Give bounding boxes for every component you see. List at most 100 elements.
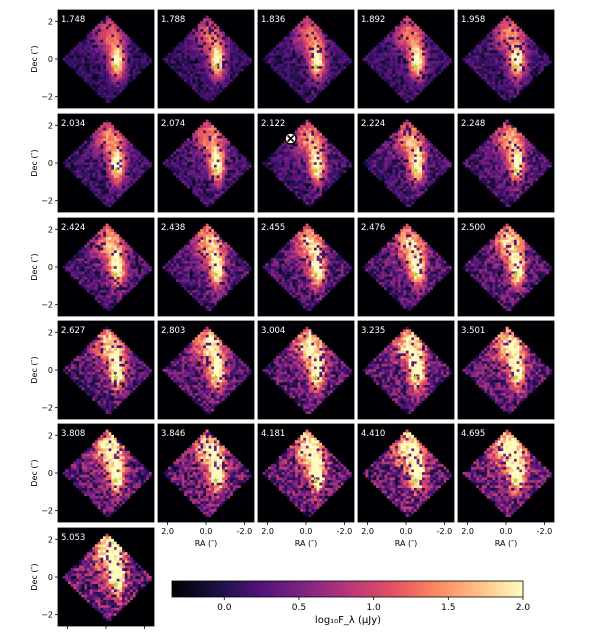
heat-cell (176, 175, 180, 178)
heat-cell (419, 31, 423, 35)
heat-cell (392, 146, 396, 149)
heat-cell (410, 81, 414, 85)
heat-cell (324, 185, 328, 189)
heat-cell (210, 65, 214, 69)
heat-cell (321, 140, 325, 144)
heat-cell (500, 71, 504, 74)
heat-cell (208, 76, 212, 80)
heat-cell (416, 78, 420, 82)
heat-cell (494, 71, 498, 74)
heat-cell (484, 76, 488, 80)
heat-cell (205, 198, 209, 202)
heat-cell (265, 161, 269, 165)
heat-cell (437, 57, 441, 61)
heat-cell (229, 159, 233, 163)
heat-cell (116, 146, 120, 149)
heat-cell (421, 138, 425, 142)
heat-cell (408, 57, 412, 61)
heat-cell (227, 169, 231, 173)
heat-cell (305, 52, 309, 56)
heat-cell (289, 84, 293, 88)
heat-cell (119, 148, 123, 152)
heat-cell (113, 86, 117, 90)
heat-cell (305, 94, 309, 98)
heat-cell (397, 135, 401, 139)
heat-cell (67, 63, 71, 67)
heat-cell (194, 182, 198, 186)
heat-cell (300, 49, 304, 53)
heat-cell (410, 28, 414, 32)
heat-cell (405, 151, 409, 155)
heat-cell (421, 159, 425, 163)
heat-cell (378, 68, 382, 72)
heat-cell (216, 60, 220, 64)
heat-cell (297, 23, 301, 27)
heat-cell (89, 135, 93, 139)
heat-cell (324, 161, 328, 165)
heat-cell (405, 124, 409, 128)
heat-cell (110, 140, 114, 144)
heat-cell (492, 28, 496, 32)
heat-cell (86, 73, 90, 77)
heat-cell (100, 94, 104, 98)
heat-cell (527, 76, 531, 80)
heat-cell (292, 156, 296, 160)
heat-cell (300, 177, 304, 181)
heat-cell (405, 119, 409, 123)
heat-cell (86, 185, 90, 189)
heat-cell (424, 68, 428, 72)
heat-cell (92, 169, 96, 173)
heat-cell (221, 52, 225, 56)
heat-cell (313, 140, 317, 144)
heat-cell (402, 86, 406, 90)
heat-cell (432, 175, 436, 178)
heat-cell (219, 68, 223, 72)
heat-cell (305, 81, 309, 85)
heat-cell (321, 172, 325, 176)
heat-cell (535, 47, 539, 51)
panel-frame (257, 113, 355, 213)
heat-cell (410, 132, 414, 136)
heat-cell (308, 63, 312, 67)
heat-cell (110, 78, 114, 82)
heat-cell (305, 71, 309, 74)
heat-cell (308, 57, 312, 61)
heat-cell (497, 68, 501, 72)
heat-cell (324, 167, 328, 171)
heat-cell (235, 169, 239, 173)
heat-cell (213, 55, 217, 59)
heat-cell (310, 23, 314, 27)
heat-cell (224, 177, 228, 181)
heat-cell (102, 185, 106, 189)
heat-cell (184, 68, 188, 72)
heat-cell (192, 55, 196, 59)
heat-cell (524, 63, 528, 67)
heat-cell (181, 76, 185, 80)
heat-cell (397, 55, 401, 59)
heat-cell (105, 84, 109, 88)
heat-cell (370, 60, 374, 64)
heat-cell (521, 55, 525, 59)
heat-cell (305, 148, 309, 152)
heat-cell (292, 175, 296, 178)
heat-cell (278, 177, 282, 181)
heat-cell (510, 76, 514, 80)
heat-cell (202, 164, 206, 168)
heat-cell (210, 175, 214, 178)
heat-cell (186, 164, 190, 168)
heat-cell (102, 71, 106, 74)
heat-cell (113, 47, 117, 51)
heat-cell (321, 44, 325, 48)
heat-cell (319, 148, 323, 152)
heat-cell (497, 55, 501, 59)
heat-cell (502, 31, 506, 35)
heat-cell (308, 148, 312, 152)
heat-cell (332, 175, 336, 178)
heat-cell (94, 132, 98, 136)
heat-cell (535, 73, 539, 77)
heat-cell (202, 20, 206, 24)
heat-cell (110, 156, 114, 160)
heat-cell (100, 65, 104, 69)
heat-cell (313, 78, 317, 82)
heat-cell (92, 159, 96, 163)
